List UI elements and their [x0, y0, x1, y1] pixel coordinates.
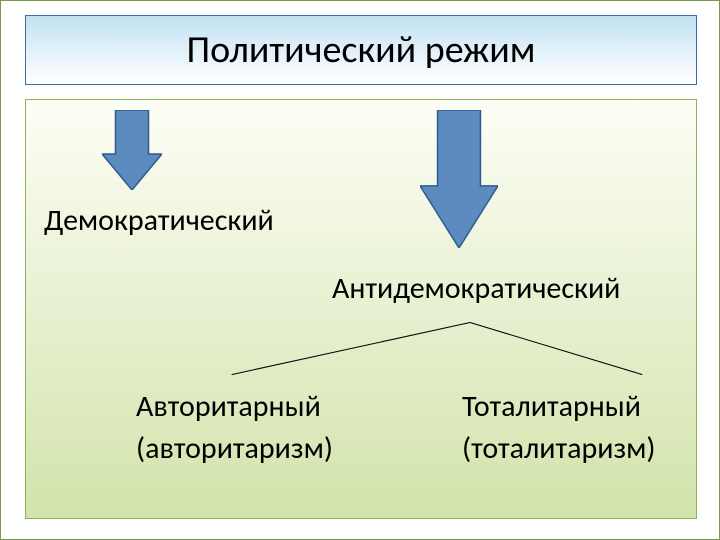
branch-line-right [470, 322, 642, 375]
slide-title: Политический режим [187, 27, 536, 73]
label-totalitarian-sub: (тоталитаризм) [462, 430, 656, 467]
arrow-down-icon [102, 110, 162, 190]
label-antidemocratic: Антидемократический [332, 270, 620, 307]
label-democratic: Демократический [44, 202, 274, 239]
label-authoritarian: Авторитарный [136, 388, 321, 425]
body-panel: Демократический Антидемократический Авто… [25, 99, 697, 519]
branch-line-left [232, 322, 470, 375]
label-totalitarian: Тоталитарный [462, 388, 641, 425]
slide: Политический режим Демократический Антид… [0, 0, 720, 540]
arrow-down-icon [420, 110, 498, 248]
title-bar: Политический режим [25, 15, 697, 85]
label-authoritarian-sub: (авторитаризм) [136, 430, 333, 467]
